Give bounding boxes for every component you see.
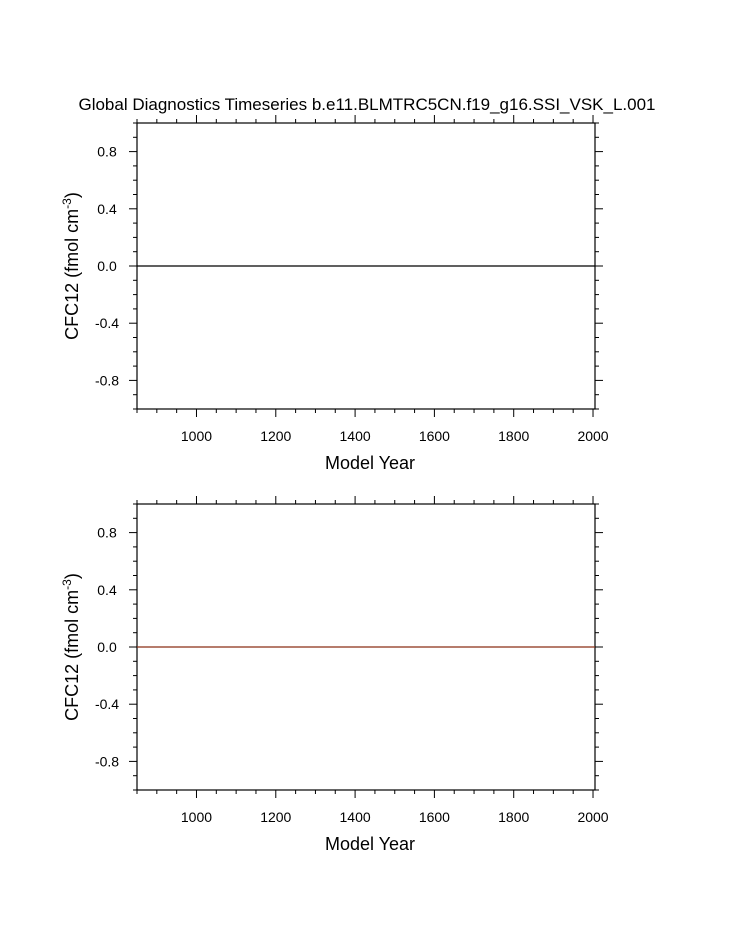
x-tick-label: 1600 bbox=[419, 809, 450, 825]
y-axis-label-close: ) bbox=[62, 192, 82, 198]
y-axis-label-superscript: -3 bbox=[60, 198, 74, 209]
x-tick-label: 1400 bbox=[340, 428, 371, 444]
y-tick-label: 0.4 bbox=[97, 201, 117, 217]
y-axis-label-close: ) bbox=[62, 573, 82, 579]
y-tick-label: -0.8 bbox=[95, 372, 119, 388]
x-tick-label: 1000 bbox=[181, 809, 212, 825]
x-tick-label: 2000 bbox=[577, 809, 608, 825]
x-tick-label: 1800 bbox=[498, 428, 529, 444]
chart-title: Global Diagnostics Timeseries b.e11.BLMT… bbox=[78, 95, 655, 114]
y-tick-label: 0.8 bbox=[97, 525, 117, 541]
y-tick-label: 0.0 bbox=[97, 639, 117, 655]
y-tick-label: 0.8 bbox=[97, 144, 117, 160]
y-tick-label: 0.0 bbox=[97, 258, 117, 274]
x-tick-label: 1200 bbox=[260, 428, 291, 444]
y-tick-label: -0.8 bbox=[95, 753, 119, 769]
x-tick-label: 1600 bbox=[419, 428, 450, 444]
x-tick-label: 1200 bbox=[260, 809, 291, 825]
y-axis-label-superscript: -3 bbox=[60, 579, 74, 590]
x-tick-label: 2000 bbox=[577, 428, 608, 444]
x-tick-label: 1800 bbox=[498, 809, 529, 825]
chart-panel-top: 1000 1200 1400 1600 1800 2000 0.8 0.4 0.0 -0.4 -0.… bbox=[60, 115, 609, 473]
y-axis-label: CFC12 (fmol cm-3) bbox=[60, 573, 82, 721]
y-axis-label-main: CFC12 (fmol cm bbox=[62, 590, 82, 721]
y-axis-label-main: CFC12 (fmol cm bbox=[62, 209, 82, 340]
y-tick-label: 0.4 bbox=[97, 582, 117, 598]
x-axis-label: Model Year bbox=[325, 834, 415, 854]
x-tick-label: 1000 bbox=[181, 428, 212, 444]
chart-panel-bottom: 1000 1200 1400 1600 1800 2000 0.8 0.4 0.0 -0.4 -0.… bbox=[60, 496, 609, 854]
x-axis-label: Model Year bbox=[325, 453, 415, 473]
x-tick-label: 1400 bbox=[340, 809, 371, 825]
y-tick-label: -0.4 bbox=[95, 315, 119, 331]
y-tick-label: -0.4 bbox=[95, 696, 119, 712]
y-axis-label: CFC12 (fmol cm-3) bbox=[60, 192, 82, 340]
